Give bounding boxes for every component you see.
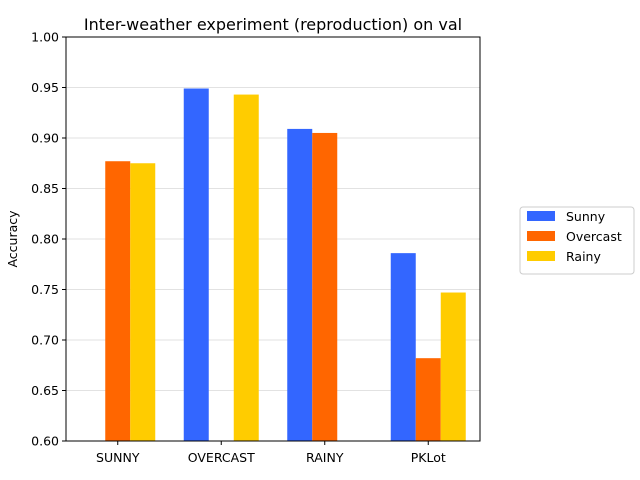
- legend-swatch-sunny: [527, 211, 555, 221]
- x-tick-label: PKLot: [411, 450, 446, 465]
- bar-rainy-overcast: [233, 94, 259, 441]
- bar-sunny-pklot: [390, 253, 416, 441]
- bar-overcast-sunny: [105, 161, 131, 442]
- legend-label-sunny: Sunny: [566, 209, 606, 224]
- bar-rainy-sunny: [130, 163, 156, 441]
- chart-title: Inter-weather experiment (reproduction) …: [84, 15, 462, 34]
- y-tick-label: 0.75: [31, 282, 59, 297]
- bars: [105, 88, 466, 442]
- bar-sunny-overcast: [183, 88, 209, 441]
- bar-overcast-pklot: [415, 358, 441, 441]
- y-tick-label: 0.85: [31, 181, 59, 196]
- y-tick-label: 0.70: [31, 333, 59, 348]
- bar-sunny-rainy: [287, 128, 313, 441]
- y-tick-label: 0.60: [31, 434, 59, 449]
- x-axis-ticks: SUNNY OVERCAST RAINY PKLot: [96, 441, 446, 465]
- x-tick-label: OVERCAST: [188, 450, 255, 465]
- legend-label-overcast: Overcast: [566, 229, 622, 244]
- y-tick-label: 0.90: [31, 131, 59, 146]
- y-axis-ticks: 0.60 0.65 0.70 0.75 0.80 0.85 0.90 0.95 1.00: [31, 30, 66, 449]
- x-tick-label: RAINY: [306, 450, 344, 465]
- bar-rainy-pklot: [440, 292, 466, 441]
- legend-swatch-overcast: [527, 231, 555, 241]
- x-tick-label: SUNNY: [96, 450, 140, 465]
- bar-overcast-rainy: [312, 132, 338, 441]
- legend: Sunny Overcast Rainy: [519, 206, 635, 275]
- legend-swatch-rainy: [527, 251, 555, 261]
- y-tick-label: 0.80: [31, 232, 59, 247]
- y-tick-label: 0.65: [31, 383, 59, 398]
- y-tick-label: 0.95: [31, 80, 59, 95]
- legend-label-rainy: Rainy: [566, 249, 601, 264]
- y-tick-label: 1.00: [31, 30, 59, 45]
- y-axis-label: Accuracy: [5, 210, 20, 268]
